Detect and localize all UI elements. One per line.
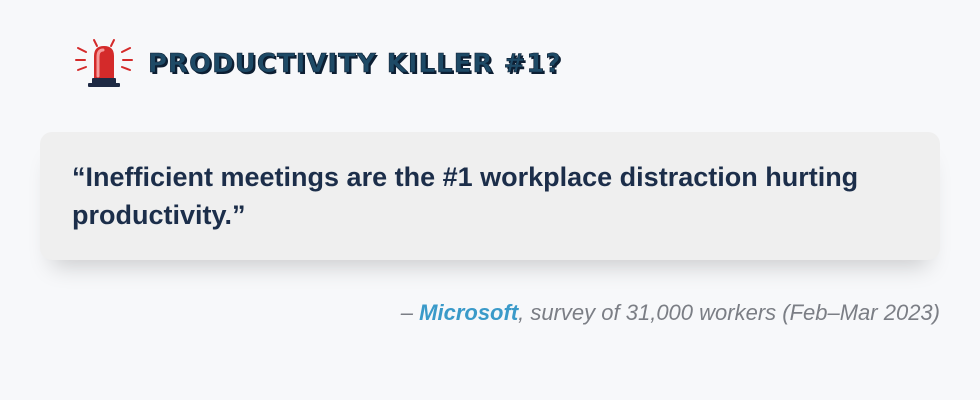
attribution-source: Microsoft <box>419 300 519 325</box>
attribution: – Microsoft, survey of 31,000 workers (F… <box>401 300 940 326</box>
quote-card: “Inefficient meetings are the #1 workpla… <box>40 132 940 260</box>
attribution-detail: , survey of 31,000 workers (Feb–Mar 2023… <box>518 300 940 325</box>
attribution-dash: – <box>400 300 420 325</box>
quote-text: “Inefficient meetings are the #1 workpla… <box>72 162 859 230</box>
page-title: PRODUCTIVITY KILLER #1? <box>148 49 562 80</box>
header: PRODUCTIVITY KILLER #1? <box>72 38 562 90</box>
siren-icon <box>75 39 133 87</box>
